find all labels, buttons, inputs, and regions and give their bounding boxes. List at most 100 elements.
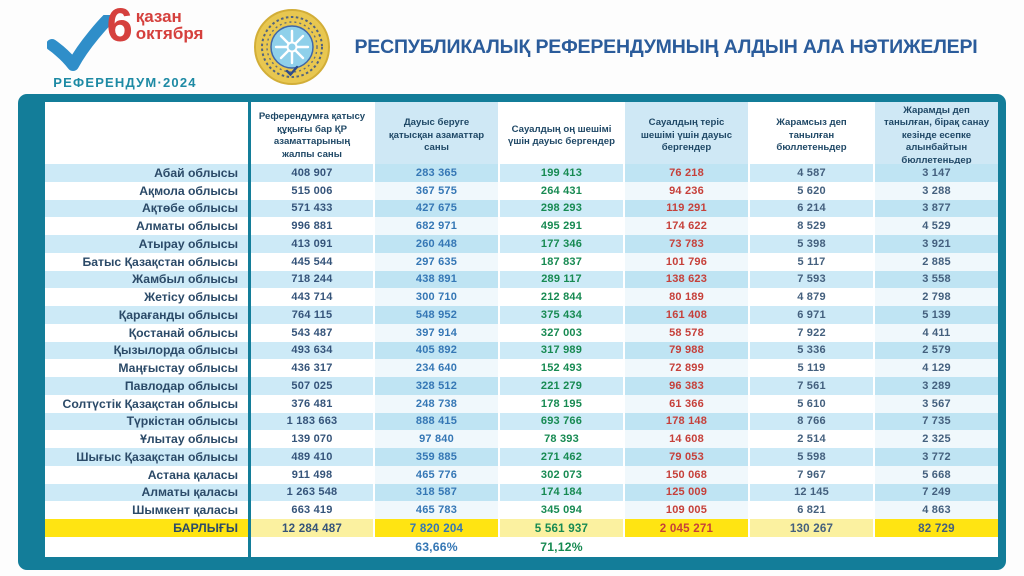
value-cell: 7 967 <box>748 465 873 484</box>
value-cell: 1 263 548 <box>248 483 373 502</box>
value-cell: 96 383 <box>623 377 748 395</box>
value-cell: 7 820 204 <box>373 519 498 537</box>
region-cell: Ақмола облысы <box>45 181 248 200</box>
region-cell: Астана қаласы <box>45 465 248 484</box>
value-cell: 2 325 <box>873 430 998 448</box>
region-column-header <box>45 102 248 171</box>
value-cell: 548 952 <box>373 306 498 324</box>
table-row: Жетісу облысы 443 714 300 710 212 844 80 189… <box>45 288 998 306</box>
logo-month-russian: октября <box>135 24 204 44</box>
table-row: Маңғыстау облысы 436 317 234 640 152 493 72 … <box>45 359 998 377</box>
value-cell: 73 783 <box>623 235 748 253</box>
value-cell: 161 408 <box>623 306 748 324</box>
value-cell: 5 336 <box>748 341 873 360</box>
value-cell: 2 798 <box>873 288 998 306</box>
percentages-row: 63,66% 71,12% <box>45 537 998 557</box>
value-cell: 4 587 <box>748 164 873 182</box>
region-cell: Түркістан облысы <box>45 412 248 431</box>
value-cell: 174 184 <box>498 483 623 502</box>
value-cell: 3 558 <box>873 270 998 289</box>
value-cell: 408 907 <box>248 164 373 182</box>
value-cell: 12 284 487 <box>248 519 373 537</box>
value-cell: 2 514 <box>748 430 873 448</box>
value-cell: 405 892 <box>373 341 498 360</box>
value-cell: 79 053 <box>623 448 748 466</box>
table-row: Ақмола облысы 515 006 367 575 264 431 94 236… <box>45 181 998 200</box>
value-cell: 375 434 <box>498 306 623 324</box>
value-cell: 465 776 <box>373 465 498 484</box>
table-row: Абай облысы 408 907 283 365 199 413 76 218 4 … <box>45 164 998 182</box>
value-cell: 5 598 <box>748 448 873 466</box>
results-table-body: Абай облысы 408 907 283 365 199 413 76 218 4 … <box>45 164 998 557</box>
value-cell: 283 365 <box>373 164 498 182</box>
value-cell: 80 189 <box>623 288 748 306</box>
results-panel: Референдумға қатысу құқығы бар ҚР азамат… <box>18 94 1006 570</box>
value-cell: 94 236 <box>623 181 748 200</box>
value-cell: 663 419 <box>248 501 373 519</box>
value-cell: 289 117 <box>498 270 623 289</box>
results-table: Референдумға қатысу құқығы бар ҚР азамат… <box>45 102 998 557</box>
column-header: Жарамды деп танылған, бірақ санау кезінд… <box>873 102 998 171</box>
value-cell: 2 045 271 <box>623 519 748 537</box>
value-cell: 61 366 <box>623 394 748 413</box>
value-cell: 5 119 <box>748 359 873 377</box>
region-cell: Ұлытау облысы <box>45 430 248 448</box>
value-cell: 359 885 <box>373 448 498 466</box>
value-cell: 178 148 <box>623 412 748 431</box>
value-cell: 79 988 <box>623 341 748 360</box>
logo-main: 6 қазан октября <box>46 0 204 73</box>
value-cell: 221 279 <box>498 377 623 395</box>
value-cell: 302 073 <box>498 465 623 484</box>
value-cell: 515 006 <box>248 181 373 200</box>
value-cell: 4 863 <box>873 501 998 519</box>
table-row: Қостанай облысы 543 487 397 914 327 003 58 5… <box>45 323 998 342</box>
column-header: Дауыс беруге қатысқан азаматтар саны <box>373 102 498 171</box>
value-cell: 58 578 <box>623 323 748 342</box>
value-cell: 152 493 <box>498 359 623 377</box>
column-header: Жарамсыз деп танылған бюллетеньдер <box>748 102 873 171</box>
value-cell: 682 971 <box>373 217 498 235</box>
logo-day: 6 <box>106 0 133 51</box>
logo-date: 6 қазан октября <box>106 0 204 51</box>
table-row: Астана қаласы 911 498 465 776 302 073 150 06… <box>45 465 998 484</box>
value-cell: 5 620 <box>748 181 873 200</box>
value-cell: 199 413 <box>498 164 623 182</box>
value-cell: 7 735 <box>873 412 998 431</box>
value-cell: 507 025 <box>248 377 373 395</box>
page-title: РЕСПУБЛИКАЛЫҚ РЕФЕРЕНДУМНЫҢ АЛДЫН АЛА НӘ… <box>354 35 978 58</box>
value-cell: 571 433 <box>248 199 373 218</box>
region-cell: Алматы қаласы <box>45 483 248 502</box>
value-cell: 7 249 <box>873 483 998 502</box>
value-cell: 78 393 <box>498 430 623 448</box>
table-row: Қарағанды облысы 764 115 548 952 375 434 161… <box>45 306 998 324</box>
value-cell: 465 783 <box>373 501 498 519</box>
value-cell: 14 608 <box>623 430 748 448</box>
value-cell: 72 899 <box>623 359 748 377</box>
value-cell: 2 579 <box>873 341 998 360</box>
logo-subtitle: РЕФЕРЕНДУМ·2024 <box>53 74 197 90</box>
value-cell: 3 877 <box>873 199 998 218</box>
value-cell: 298 293 <box>498 199 623 218</box>
region-cell: Қызылорда облысы <box>45 341 248 360</box>
value-cell: 212 844 <box>498 288 623 306</box>
region-cell <box>45 537 248 557</box>
value-cell: 7 561 <box>748 377 873 395</box>
value-cell: 271 462 <box>498 448 623 466</box>
value-cell: 317 989 <box>498 341 623 360</box>
table-row: Шымкент қаласы 663 419 465 783 345 094 109 0… <box>45 501 998 519</box>
column-header: Референдумға қатысу құқығы бар ҚР азамат… <box>248 102 373 171</box>
region-cell: Алматы облысы <box>45 217 248 235</box>
value-cell: 318 587 <box>373 483 498 502</box>
logo-months: қазан октября <box>135 7 204 44</box>
table-row: Алматы қаласы 1 263 548 318 587 174 184 125 … <box>45 483 998 502</box>
column-header: Сауалдың оң шешімі үшін дауыс бергендер <box>498 102 623 171</box>
value-cell: 82 729 <box>873 519 998 537</box>
value-cell: 5 398 <box>748 235 873 253</box>
value-cell: 5 561 937 <box>498 519 623 537</box>
total-row: БАРЛЫҒЫ 12 284 487 7 820 204 5 561 937 2 045… <box>45 519 998 537</box>
value-cell: 445 544 <box>248 252 373 271</box>
region-cell: Шымкент қаласы <box>45 501 248 519</box>
value-cell: 4 129 <box>873 359 998 377</box>
value-cell: 76 218 <box>623 164 748 182</box>
value-cell: 397 914 <box>373 323 498 342</box>
